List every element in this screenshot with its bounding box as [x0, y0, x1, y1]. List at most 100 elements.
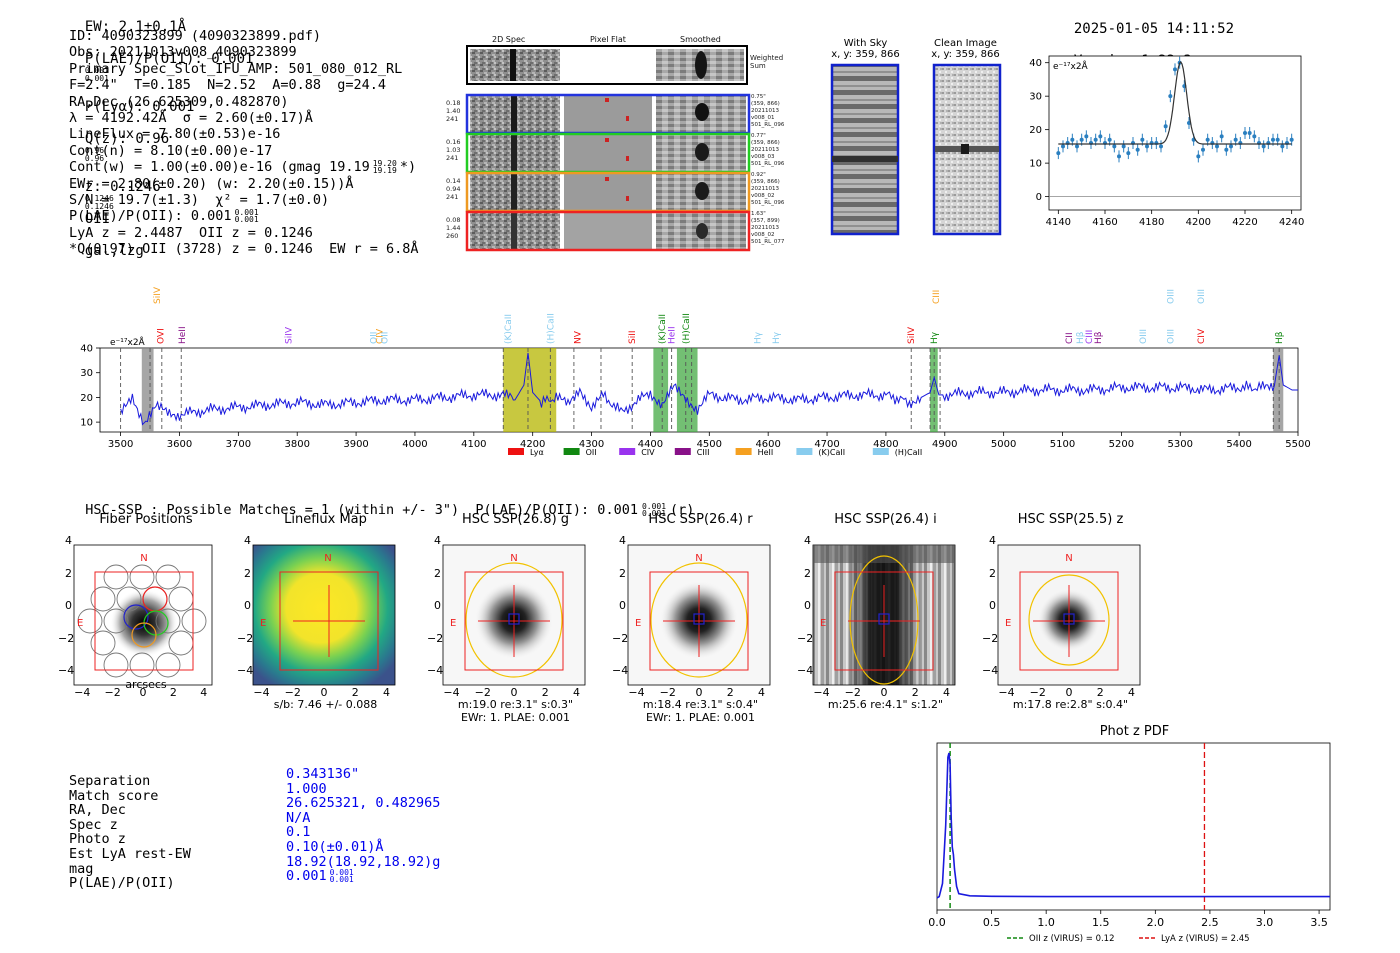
fit-data-point — [1145, 144, 1149, 149]
hsc-y-tick-label: −2 — [612, 631, 629, 645]
spectrum-legend-label: OII — [586, 448, 597, 457]
spectrum-y-tick-label: 20 — [80, 393, 93, 404]
match-label: Spec z — [69, 816, 118, 833]
hsc-y-tick-label: −4 — [797, 664, 814, 677]
info-plae-sub: 0.001 — [234, 215, 259, 225]
hsc-y-tick-label: 2 — [989, 566, 996, 580]
info-contn: Cont(n) = 8.10(±0.00)e-17 — [69, 142, 273, 159]
photz-x-tick-label: 3.0 — [1256, 916, 1274, 929]
hsc-x-tick-label: 2 — [351, 686, 359, 699]
header-qz-sup: 0.96 — [84, 146, 105, 155]
info-primary: Primary Spec_Slot_IFU_AMP: 501_080_012_R… — [69, 60, 403, 77]
panel-caption-2: EWr: 1. PLAE: 0.001 — [460, 711, 571, 724]
fit-data-point — [1098, 134, 1103, 139]
fit-y-tick-label: 10 — [1029, 159, 1042, 170]
spectrum-legend-label: CIV — [641, 448, 655, 457]
row1-right: 0.75" (359, 866) 20211013 v008_01 501_RL… — [751, 94, 785, 128]
spectrum-x-tick-label: 3500 — [108, 439, 133, 450]
fit-y-tick-label: 20 — [1029, 125, 1042, 136]
photz-frame — [936, 742, 1331, 911]
fit-x-tick-label: 4160 — [1092, 217, 1117, 228]
spectrum-line-label: SiIV — [284, 326, 294, 344]
fit-y-tick-label: 40 — [1029, 58, 1042, 69]
info-plae: P(LAE)/P(OII): 0.001 — [69, 208, 232, 225]
spectrum-x-tick-label: 5500 — [1285, 439, 1310, 450]
fit-x-tick-label: 4240 — [1279, 217, 1304, 228]
info-radec: RA,Dec (26.625309,0.482870) — [69, 93, 289, 110]
sky-clean-images — [830, 63, 1002, 236]
east-label: E — [260, 618, 266, 629]
hsc-x-tick-label: −2 — [659, 686, 676, 699]
fit-data-point — [1261, 144, 1266, 149]
fit-data-point — [1243, 131, 1247, 135]
spectrum-legend-label: (K)CaII — [818, 448, 845, 457]
hsc-y-tick-label: 4 — [244, 534, 251, 547]
panel-title: Lineflux Map — [284, 512, 367, 527]
panel-caption: m:17.8 re:2.8" s:0.4" — [1012, 698, 1129, 711]
hsc-x-tick-label: −4 — [74, 686, 91, 699]
photz-x-tick-label: 1.5 — [1092, 916, 1110, 929]
spectrum-x-tick-label: 4300 — [579, 439, 604, 450]
fit-model-curve — [1058, 61, 1292, 145]
hsc-x-tick-label: −2 — [844, 686, 861, 699]
hsc-y-tick-label: 2 — [804, 566, 811, 580]
hsc-x-tick-label: 2 — [726, 686, 734, 699]
hsc-y-tick-label: 2 — [434, 566, 441, 580]
exposure-row-4 — [465, 210, 751, 252]
spectrum-x-tick-label: 5100 — [1050, 439, 1075, 450]
hsc-x-tick-label: 2 — [541, 686, 549, 699]
spectrum-legend-swatch — [508, 448, 524, 455]
hsc-x-tick-label: −2 — [1029, 686, 1046, 699]
hsc-x-tick-label: 4 — [757, 686, 765, 699]
match-values: 0.343136" 1.000 26.625321, 0.482965 N/A … — [286, 767, 440, 884]
match-label: mag — [69, 860, 94, 877]
fit-data-point — [1126, 151, 1131, 156]
spectrum-legend-label: Lyα — [530, 448, 544, 457]
exposure-row-3 — [465, 171, 751, 213]
spectrum-line-label: (K)CaII — [658, 314, 668, 344]
match-value: 1.000 — [286, 780, 327, 797]
match-label: P(LAE)/P(OII) — [69, 875, 175, 892]
spectrum-y-tick-label: 30 — [80, 368, 93, 379]
row4-right: 1.63" (357, 899) 20211013 v008_02 501_RL… — [751, 211, 785, 245]
with-sky-title: With Sky — [843, 38, 888, 49]
clean-header: Clean Image x, y: 359, 866 — [928, 38, 1003, 60]
spectrum-line-label: (K)CaII — [504, 314, 514, 344]
spectrum-line-label: (H)CaII — [546, 313, 556, 344]
match-value: 18.92(18.92,18.92)g — [286, 853, 441, 870]
header-plae: P(LAE)/P(OII): 0.001 — [84, 51, 254, 67]
spectrum-units: e⁻¹⁷x2Å — [110, 336, 146, 348]
spectrum-dashed-lines — [120, 348, 1280, 432]
info-plae-row: P(LAE)/P(OII): 0.001 0.001 0.001 — [69, 208, 419, 224]
panel-caption: m:25.6 re:4.1" s:1.2" — [827, 698, 944, 711]
hsc-y-tick-label: 4 — [804, 534, 811, 547]
spectrum-x-tick-label: 5000 — [991, 439, 1016, 450]
header-ew: EW: 2.1±0.1Å — [84, 19, 187, 35]
lineflux-map-image: N E — [252, 544, 396, 686]
hsc-panel-z: HSC SSP(25.5) z N E m:17.8 re:2.8" s:0.4… — [983, 512, 1158, 711]
hsc-y-tick-label: −2 — [58, 631, 75, 645]
match-value: 0.10(±0.01)Å — [286, 838, 384, 855]
spectrum-legend-swatch — [674, 448, 691, 455]
spectrum-region — [676, 348, 698, 432]
fit-data-point — [1173, 67, 1177, 72]
with-sky-xy: x, y: 359, 866 — [831, 49, 900, 60]
north-label: N — [324, 553, 331, 564]
spectrum-x-tick-label: 5300 — [1168, 439, 1193, 450]
east-label: E — [77, 618, 83, 629]
row2-right: 0.77" (359, 866) 20211013 v008_03 501_RL… — [751, 133, 785, 167]
spectrum-line-label: Hγ — [930, 331, 940, 344]
spectrum-line-label: OIII — [1139, 329, 1149, 344]
photz-x-tick-label: 0.5 — [983, 916, 1001, 929]
photz-title: Phot z PDF — [1099, 724, 1170, 739]
hsc-y-tick-label: 4 — [65, 534, 72, 547]
spectrum-line-label: OII — [380, 332, 390, 344]
hsc-x-tick-label: 2 — [169, 686, 177, 699]
hsc-panel-fiber: Fiber Positions N E — [66, 512, 226, 707]
hsc-y-tick-label: −4 — [427, 664, 444, 677]
spectrum-line-label: Hβ — [1076, 331, 1086, 344]
match-label: Match score — [69, 787, 159, 804]
photz-ticks: 0.0 0.5 1.0 1.5 2.0 2.5 3.0 3.5 — [928, 910, 1328, 929]
info-contw: Cont(w) = 1.00(±0.00)e-16 (gmag 19.19 — [69, 159, 370, 176]
col-flat-label: Pixel Flat — [590, 35, 626, 44]
